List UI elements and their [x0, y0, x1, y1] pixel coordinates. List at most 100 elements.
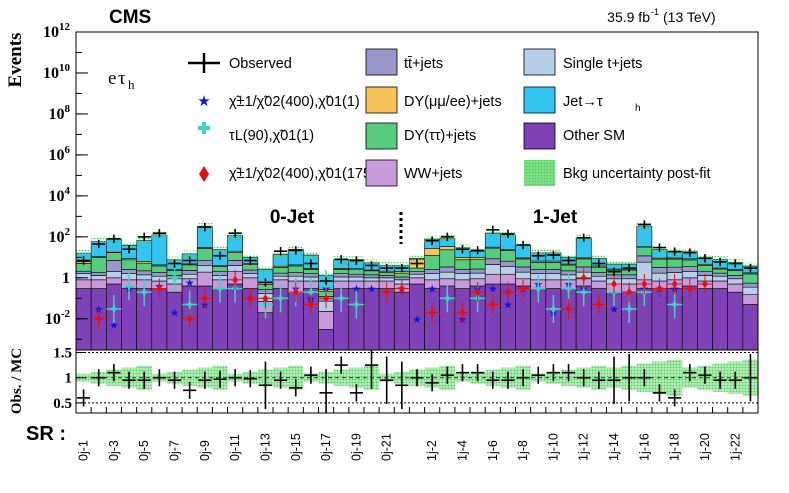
bar-singlet — [712, 275, 728, 282]
bar-dytt — [393, 272, 410, 278]
signal-3-point — [383, 288, 390, 297]
bar-ttbar — [500, 260, 516, 267]
bar-dytt — [196, 248, 213, 261]
bar-singlet — [515, 271, 531, 280]
bar-ttbar — [651, 267, 668, 274]
legend-observed-label: Observed — [229, 56, 292, 72]
bar-ttbar — [484, 258, 501, 265]
region-label-0jet: 0-Jet — [270, 207, 315, 228]
signal-3-point — [489, 300, 496, 309]
signal-2-point-v — [446, 295, 449, 302]
unc-band — [606, 260, 622, 268]
legend-othersm-label: Other SM — [563, 128, 625, 144]
bar-singlet — [590, 275, 607, 282]
bar-dytt — [651, 258, 668, 268]
bar-ttbar — [287, 272, 304, 277]
x-tick-label: 0j-19 — [349, 433, 363, 461]
bar-dytt — [484, 247, 501, 260]
bar-ttbar — [727, 275, 744, 280]
unc-band — [212, 246, 228, 253]
bar-singlet — [454, 273, 471, 281]
unc-band — [182, 250, 198, 258]
legend-ttbar: tt̄+jets — [365, 48, 443, 76]
bar-ttbar — [181, 270, 198, 275]
signal-1-point: ★ — [351, 283, 361, 296]
bar-othersm — [727, 291, 744, 351]
signal-2-point-v — [582, 289, 585, 296]
x-tick-label: 0j-13 — [258, 433, 272, 461]
legend-singlet-label: Single t+jets — [563, 56, 642, 72]
signal-3-point — [504, 288, 511, 297]
bar-othersm — [697, 288, 713, 351]
legend-signal-3-label: χ̃±1/χ̃02(400),χ̃01(175) — [229, 166, 376, 182]
bar-othersm — [712, 288, 728, 351]
bar-dytt — [378, 272, 395, 276]
bar-dytt — [515, 258, 531, 268]
signal-2-point-v — [188, 301, 191, 308]
y-axis-title: Events — [5, 33, 26, 88]
signal-3-point — [565, 305, 572, 314]
bar-ttbar — [348, 273, 365, 278]
bar-ttbar — [712, 272, 728, 277]
bar-ww — [590, 280, 607, 289]
bar-ww — [545, 279, 562, 289]
legend-dyll-label: DY(μμ/ee)+jets — [404, 94, 502, 110]
x-tick-label: 1j-16 — [637, 433, 651, 461]
signal-3-point — [656, 284, 663, 293]
unc-band — [257, 266, 274, 273]
legend-star-icon: ★ — [197, 93, 210, 110]
legend-ww: WW+jets — [365, 159, 462, 187]
signal-3-point — [626, 288, 633, 297]
unc-band — [591, 255, 607, 262]
bar-ww — [242, 277, 259, 289]
bar-dytt — [454, 259, 471, 270]
signal-1-point: ★ — [488, 283, 498, 296]
bar-singlet — [681, 271, 698, 279]
region-label-1jet: 1-Jet — [533, 207, 578, 228]
signal-3-point — [459, 308, 466, 317]
bar-othersm — [363, 288, 380, 351]
bar-ttbar — [560, 270, 577, 276]
bar-ww — [742, 294, 759, 305]
bar-dytt — [712, 268, 728, 274]
legend-jettau-label: Jet→τ — [563, 94, 603, 110]
x-tick-label: 1j-6 — [486, 440, 500, 461]
bar-dytt — [545, 262, 562, 270]
unc-band — [303, 251, 319, 259]
bar-ttbar — [469, 268, 486, 274]
unc-band — [76, 249, 92, 257]
bar-dytt — [681, 259, 698, 267]
bar-ttbar — [378, 275, 395, 279]
signal-2-point-v — [627, 306, 631, 313]
signal-2-point-v — [309, 289, 313, 296]
bar-dytt — [227, 252, 244, 261]
x-tick-label: 1j-22 — [728, 433, 742, 461]
legend-dyll: DY(μμ/ee)+jets — [365, 86, 502, 114]
signal-3-point — [156, 284, 163, 293]
bar-ww — [409, 277, 425, 285]
bar-dytt — [469, 259, 486, 270]
signal-2-point-v — [127, 282, 131, 289]
bar-dytt — [530, 262, 547, 270]
x-tick-label: 0j-9 — [198, 440, 212, 461]
signal-3-point — [474, 288, 481, 297]
bar-dytt — [742, 273, 759, 284]
bar-singlet — [348, 276, 365, 282]
legend-observed: Observed — [188, 53, 292, 73]
bar-singlet — [409, 273, 425, 279]
y-tick-label: 1010 — [43, 62, 71, 82]
x-tick-label: 0j-17 — [319, 433, 333, 461]
bar-dytt — [181, 264, 198, 271]
bar-dytt — [348, 269, 365, 275]
signal-3-point — [232, 275, 239, 284]
signal-2-point-v — [552, 306, 555, 313]
bar-ttbar — [636, 255, 653, 263]
signal-3-point — [520, 284, 527, 293]
bar-ttbar — [196, 260, 213, 267]
luminosity-label: 35.9 fb -1 (13 TeV) — [607, 7, 716, 25]
y-tick-label: 1012 — [43, 21, 71, 41]
ratio-panel — [76, 350, 758, 413]
cms-label: CMS — [109, 7, 151, 28]
legend-ww-label: WW+jets — [404, 166, 462, 182]
bar-dyll — [469, 257, 486, 260]
